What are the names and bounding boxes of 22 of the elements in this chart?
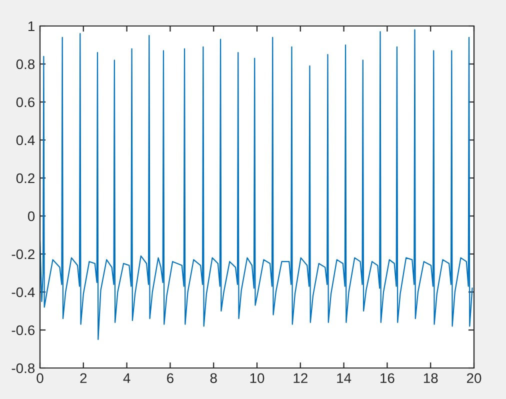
y-tick-label: 0 bbox=[28, 211, 35, 222]
y-tick-label: -0.6 bbox=[12, 325, 35, 336]
x-tick-label: 10 bbox=[250, 373, 264, 384]
x-tick-label: 12 bbox=[294, 373, 308, 383]
y-tick-label: 0.4 bbox=[16, 135, 35, 146]
y-tick-label: 0.8 bbox=[16, 59, 35, 70]
y-tick-label: 1 bbox=[28, 21, 34, 32]
y-tick-label: 0.6 bbox=[16, 97, 35, 108]
y-tick-label: -0.8 bbox=[12, 363, 35, 374]
x-tick-label: 18 bbox=[424, 373, 438, 384]
x-tick-label: 16 bbox=[380, 373, 394, 384]
x-tick-label: 2 bbox=[80, 373, 87, 383]
x-tick-label: 6 bbox=[167, 373, 174, 384]
x-tick-label: 8 bbox=[210, 373, 217, 384]
y-tick-label: -0.2 bbox=[12, 249, 34, 260]
line-series bbox=[40, 29, 473, 340]
x-tick-label: 14 bbox=[337, 373, 352, 383]
y-tick-label: -0.4 bbox=[12, 287, 35, 298]
x-tick-label: 20 bbox=[466, 373, 482, 384]
y-tick-label: 0.2 bbox=[16, 173, 34, 184]
x-tick-label: 0 bbox=[36, 373, 44, 384]
x-tick-label: 4 bbox=[123, 373, 130, 383]
